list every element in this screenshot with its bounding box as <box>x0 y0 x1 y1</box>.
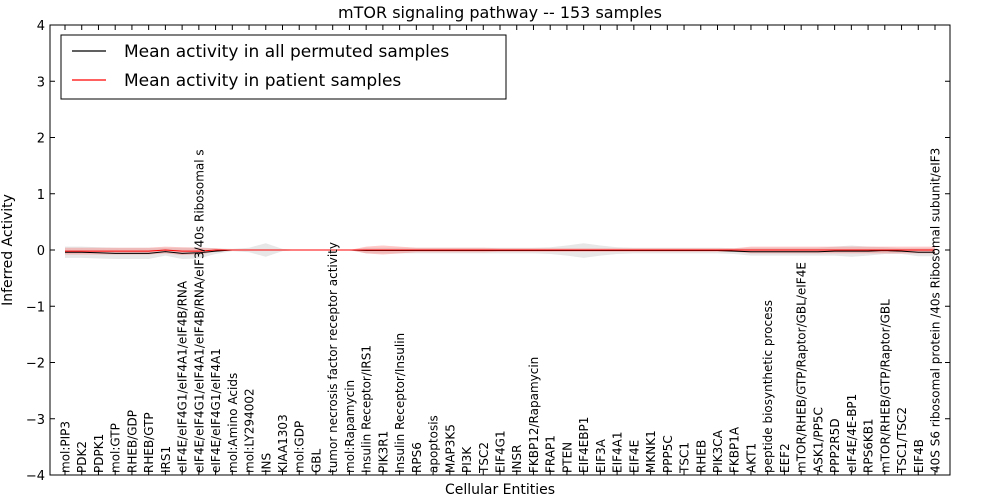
y-tick-label: −2 <box>26 357 45 372</box>
y-tick-label: −1 <box>26 300 45 315</box>
y-axis: −4 −3 −2 −1 0 1 2 3 4 <box>26 19 950 484</box>
x-tick-label: PDK2 <box>75 441 89 473</box>
x-tick-label: GBL <box>309 448 323 473</box>
y-tick-label: 3 <box>37 75 45 90</box>
plot-frame <box>49 24 951 476</box>
x-tick-label: PDPK1 <box>92 434 106 473</box>
y-tick-label: 1 <box>37 188 45 203</box>
chart-title: mTOR signaling pathway -- 153 samples <box>338 3 662 22</box>
legend-box <box>60 34 507 100</box>
x-tick-label: EIF4A1 <box>611 431 625 473</box>
x-tick-label: KIAA1303 <box>276 414 290 473</box>
y-tick-label: 0 <box>37 244 45 259</box>
x-tick-label: EIF4B <box>912 439 926 473</box>
x-tick-label: EIF4E <box>627 440 641 473</box>
x-tick-label: FKBP12/Rapamycin <box>527 357 541 473</box>
x-tick-label: eIF4E/eIF4G1/eIF4A1/eIF4B/RNA/eIF3/40s R… <box>192 149 206 473</box>
x-tick-label: 40S S6 ribosomal protein /40s Ribosomal … <box>929 148 943 473</box>
x-tick-label: mol:GTP <box>109 423 123 473</box>
y-tick-label: 2 <box>37 132 45 147</box>
x-tick-label: Insulin Receptor/Insulin <box>393 333 407 473</box>
x-tick-label: MKNK1 <box>644 430 658 473</box>
x-tick-label: mol:LY294002 <box>243 388 257 473</box>
x-tick-label: MAP3K5 <box>443 424 457 473</box>
y-tick-label: 4 <box>37 19 45 34</box>
legend-label-permuted: Mean activity in all permuted samples <box>124 42 449 62</box>
x-tick-label: eIF4E/eIF4G1/eIF4A1/eIF4B/RNA <box>176 280 190 473</box>
x-tick-label: RHEB/GTP <box>142 412 156 473</box>
y-tick-label: −4 <box>26 469 45 484</box>
x-tick-label: mTOR/RHEB/GTP/Raptor/GBL <box>878 299 892 473</box>
x-tick-label: PIK3R1 <box>376 431 390 473</box>
x-tick-label: AKT1 <box>744 443 758 473</box>
y-axis-label: Inferred Activity <box>0 194 16 306</box>
x-tick-label: RHEB <box>694 440 708 473</box>
x-tick-label: eIF4E/eIF4G1/eIF4A1 <box>209 348 223 473</box>
x-tick-label: RHEB/GDP <box>125 410 139 473</box>
x-axis: mol:PIP3 PDK2 PDPK1 mol:GTP RHEB/GDP RHEB/GTP… <box>59 25 943 475</box>
x-tick-label: apoptosis <box>427 415 441 473</box>
x-tick-label: PPP5C <box>661 435 675 473</box>
band-permuted <box>65 243 935 259</box>
x-tick-label: EEF2 <box>778 443 792 473</box>
x-tick-label: EIF3A <box>594 438 608 473</box>
x-tick-label: ASK1/PP5C <box>811 407 825 473</box>
series-lines <box>65 249 935 254</box>
x-axis-label: Cellular Entities <box>445 482 555 498</box>
x-tick-label: INSR <box>510 445 524 473</box>
x-tick-label: RPS6 <box>410 442 424 473</box>
x-tick-label: PPP2R5D <box>828 418 842 473</box>
x-tick-label: TSC2 <box>477 442 491 474</box>
x-tick-label: Insulin Receptor/IRS1 <box>360 345 374 473</box>
y-tick-label: −3 <box>26 413 45 428</box>
x-tick-label: IRS1 <box>159 446 173 473</box>
x-tick-label: FRAP1 <box>544 435 558 473</box>
x-tick-label: mol:Rapamycin <box>343 380 357 473</box>
legend-label-patient: Mean activity in patient samples <box>124 71 401 91</box>
x-tick-label: PIK3CA <box>711 429 725 473</box>
x-tick-label: mol:Amino Acids <box>226 373 240 473</box>
legend: Mean activity in all permuted samples Me… <box>60 34 507 100</box>
x-tick-label: FKBP1A <box>728 426 742 473</box>
x-tick-label: PTEN <box>560 442 574 473</box>
x-tick-label: PI3K <box>460 446 474 473</box>
x-tick-label: mol:PIP3 <box>59 421 73 473</box>
x-tick-label: eIF4E/4E-BP1 <box>845 394 859 473</box>
x-tick-label: mTOR/RHEB/GTP/Raptor/GBL/eIF4E <box>795 262 809 473</box>
series-line-patient <box>65 249 935 252</box>
x-tick-label: TSC1/TSC2 <box>895 407 909 474</box>
x-tick-label: RPS6KB1 <box>862 418 876 473</box>
x-tick-label: tumor necrosis factor receptor activity <box>326 242 340 473</box>
x-tick-label: peptide biosynthetic process <box>761 300 775 473</box>
x-tick-label: EIF4EBP1 <box>577 417 591 473</box>
x-tick-label: EIF4G1 <box>494 430 508 473</box>
series-line-permuted <box>65 249 935 254</box>
x-tick-label: INS <box>259 453 273 473</box>
x-tick-label: TSC1 <box>678 442 692 474</box>
x-tick-label: mol:GDP <box>293 421 307 473</box>
